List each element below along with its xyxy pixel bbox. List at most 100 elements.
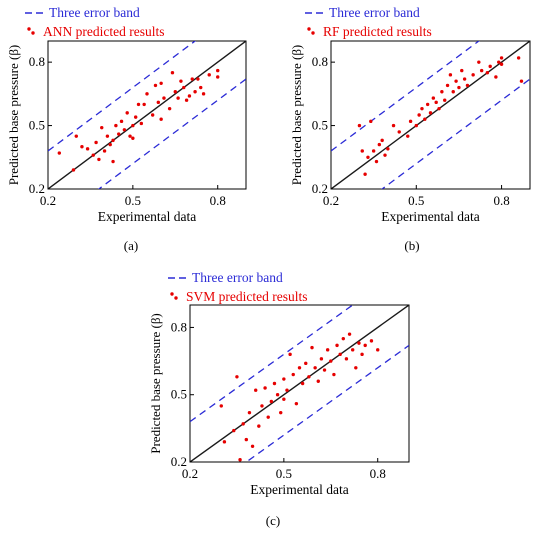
data-point bbox=[440, 90, 444, 94]
data-point bbox=[131, 123, 135, 128]
data-point bbox=[360, 352, 364, 357]
x-tick-label: 0.5 bbox=[125, 193, 141, 208]
lower-error-band bbox=[97, 78, 246, 189]
identity-line bbox=[48, 41, 246, 189]
data-point bbox=[494, 75, 498, 79]
data-point bbox=[97, 157, 101, 162]
data-point bbox=[497, 60, 501, 64]
points-layer bbox=[357, 56, 524, 176]
data-point bbox=[219, 404, 223, 408]
data-point bbox=[91, 153, 95, 157]
data-point bbox=[338, 352, 342, 357]
data-point bbox=[173, 90, 177, 94]
data-point bbox=[136, 102, 141, 107]
data-point bbox=[131, 136, 135, 140]
data-point bbox=[108, 142, 112, 147]
data-point bbox=[272, 381, 277, 386]
data-point bbox=[485, 71, 490, 75]
x-tick-label: 0.8 bbox=[493, 193, 509, 208]
legend-points-label: RF predicted results bbox=[323, 24, 432, 39]
data-point bbox=[282, 377, 286, 381]
data-point bbox=[462, 77, 467, 81]
identity-line bbox=[331, 41, 530, 189]
data-point bbox=[244, 437, 249, 442]
data-point bbox=[448, 73, 453, 77]
lines-layer bbox=[48, 41, 246, 189]
data-point bbox=[313, 366, 317, 370]
data-point bbox=[85, 147, 90, 151]
data-point bbox=[241, 422, 245, 426]
legend: Three error band ANN predicted results bbox=[25, 5, 164, 39]
data-point bbox=[357, 123, 362, 128]
panel-caption: (a) bbox=[124, 238, 138, 253]
data-point bbox=[307, 375, 311, 379]
legend-point-swatch bbox=[170, 292, 174, 296]
panel-caption: (c) bbox=[266, 513, 280, 528]
lines-layer bbox=[190, 305, 409, 462]
data-point bbox=[322, 368, 327, 372]
upper-error-band bbox=[331, 41, 480, 152]
data-point bbox=[294, 401, 299, 406]
data-point bbox=[117, 132, 121, 136]
data-point bbox=[434, 100, 438, 105]
data-point bbox=[179, 79, 183, 83]
legend: Three error band RF predicted results bbox=[305, 5, 432, 39]
data-point bbox=[279, 410, 283, 415]
data-point bbox=[153, 83, 158, 88]
data-point bbox=[102, 149, 107, 153]
data-point bbox=[319, 357, 324, 361]
legend-point-swatch bbox=[174, 296, 178, 300]
data-point bbox=[374, 159, 379, 164]
legend-point-swatch bbox=[307, 27, 311, 31]
plot-frame bbox=[47, 40, 247, 190]
data-point bbox=[350, 348, 355, 352]
x-tick-label: 0.2 bbox=[40, 193, 56, 208]
data-point bbox=[417, 113, 421, 117]
data-point bbox=[360, 149, 364, 153]
data-point bbox=[297, 366, 302, 370]
data-point bbox=[465, 83, 470, 88]
data-point bbox=[347, 332, 352, 336]
upper-error-band bbox=[48, 41, 197, 152]
data-point bbox=[282, 397, 286, 401]
data-point bbox=[100, 125, 104, 130]
data-point bbox=[176, 96, 180, 100]
data-point bbox=[460, 68, 464, 73]
data-point bbox=[111, 159, 115, 164]
data-point bbox=[216, 75, 220, 79]
legend: Three error band SVM predicted results bbox=[168, 270, 307, 304]
y-tick-label: 0.5 bbox=[171, 387, 187, 402]
data-point bbox=[257, 424, 261, 428]
data-point bbox=[254, 388, 258, 392]
data-point bbox=[369, 119, 373, 124]
data-point bbox=[445, 83, 450, 88]
data-point bbox=[471, 73, 475, 77]
x-tick-label: 0.5 bbox=[408, 193, 424, 208]
data-point bbox=[479, 68, 484, 73]
data-point bbox=[363, 172, 367, 176]
data-point bbox=[291, 372, 295, 377]
y-axis-label: Predicted base pressure (β) bbox=[148, 313, 163, 454]
data-point bbox=[316, 379, 320, 383]
data-point bbox=[377, 142, 382, 147]
identity-line bbox=[190, 305, 409, 462]
data-point bbox=[376, 348, 380, 352]
data-point bbox=[363, 343, 367, 348]
data-point bbox=[332, 372, 336, 377]
data-point bbox=[114, 123, 118, 128]
data-point bbox=[369, 339, 374, 343]
data-point bbox=[397, 130, 401, 134]
data-point bbox=[275, 393, 280, 397]
y-tick-label: 0.8 bbox=[312, 54, 328, 69]
data-point bbox=[499, 56, 504, 60]
data-point bbox=[285, 388, 289, 392]
data-point bbox=[477, 60, 481, 64]
data-point bbox=[94, 140, 98, 145]
data-point bbox=[266, 415, 270, 419]
data-point bbox=[383, 153, 387, 157]
legend-band-label: Three error band bbox=[49, 5, 140, 20]
data-point bbox=[80, 145, 84, 149]
data-point bbox=[111, 138, 115, 143]
points-layer bbox=[219, 332, 380, 462]
